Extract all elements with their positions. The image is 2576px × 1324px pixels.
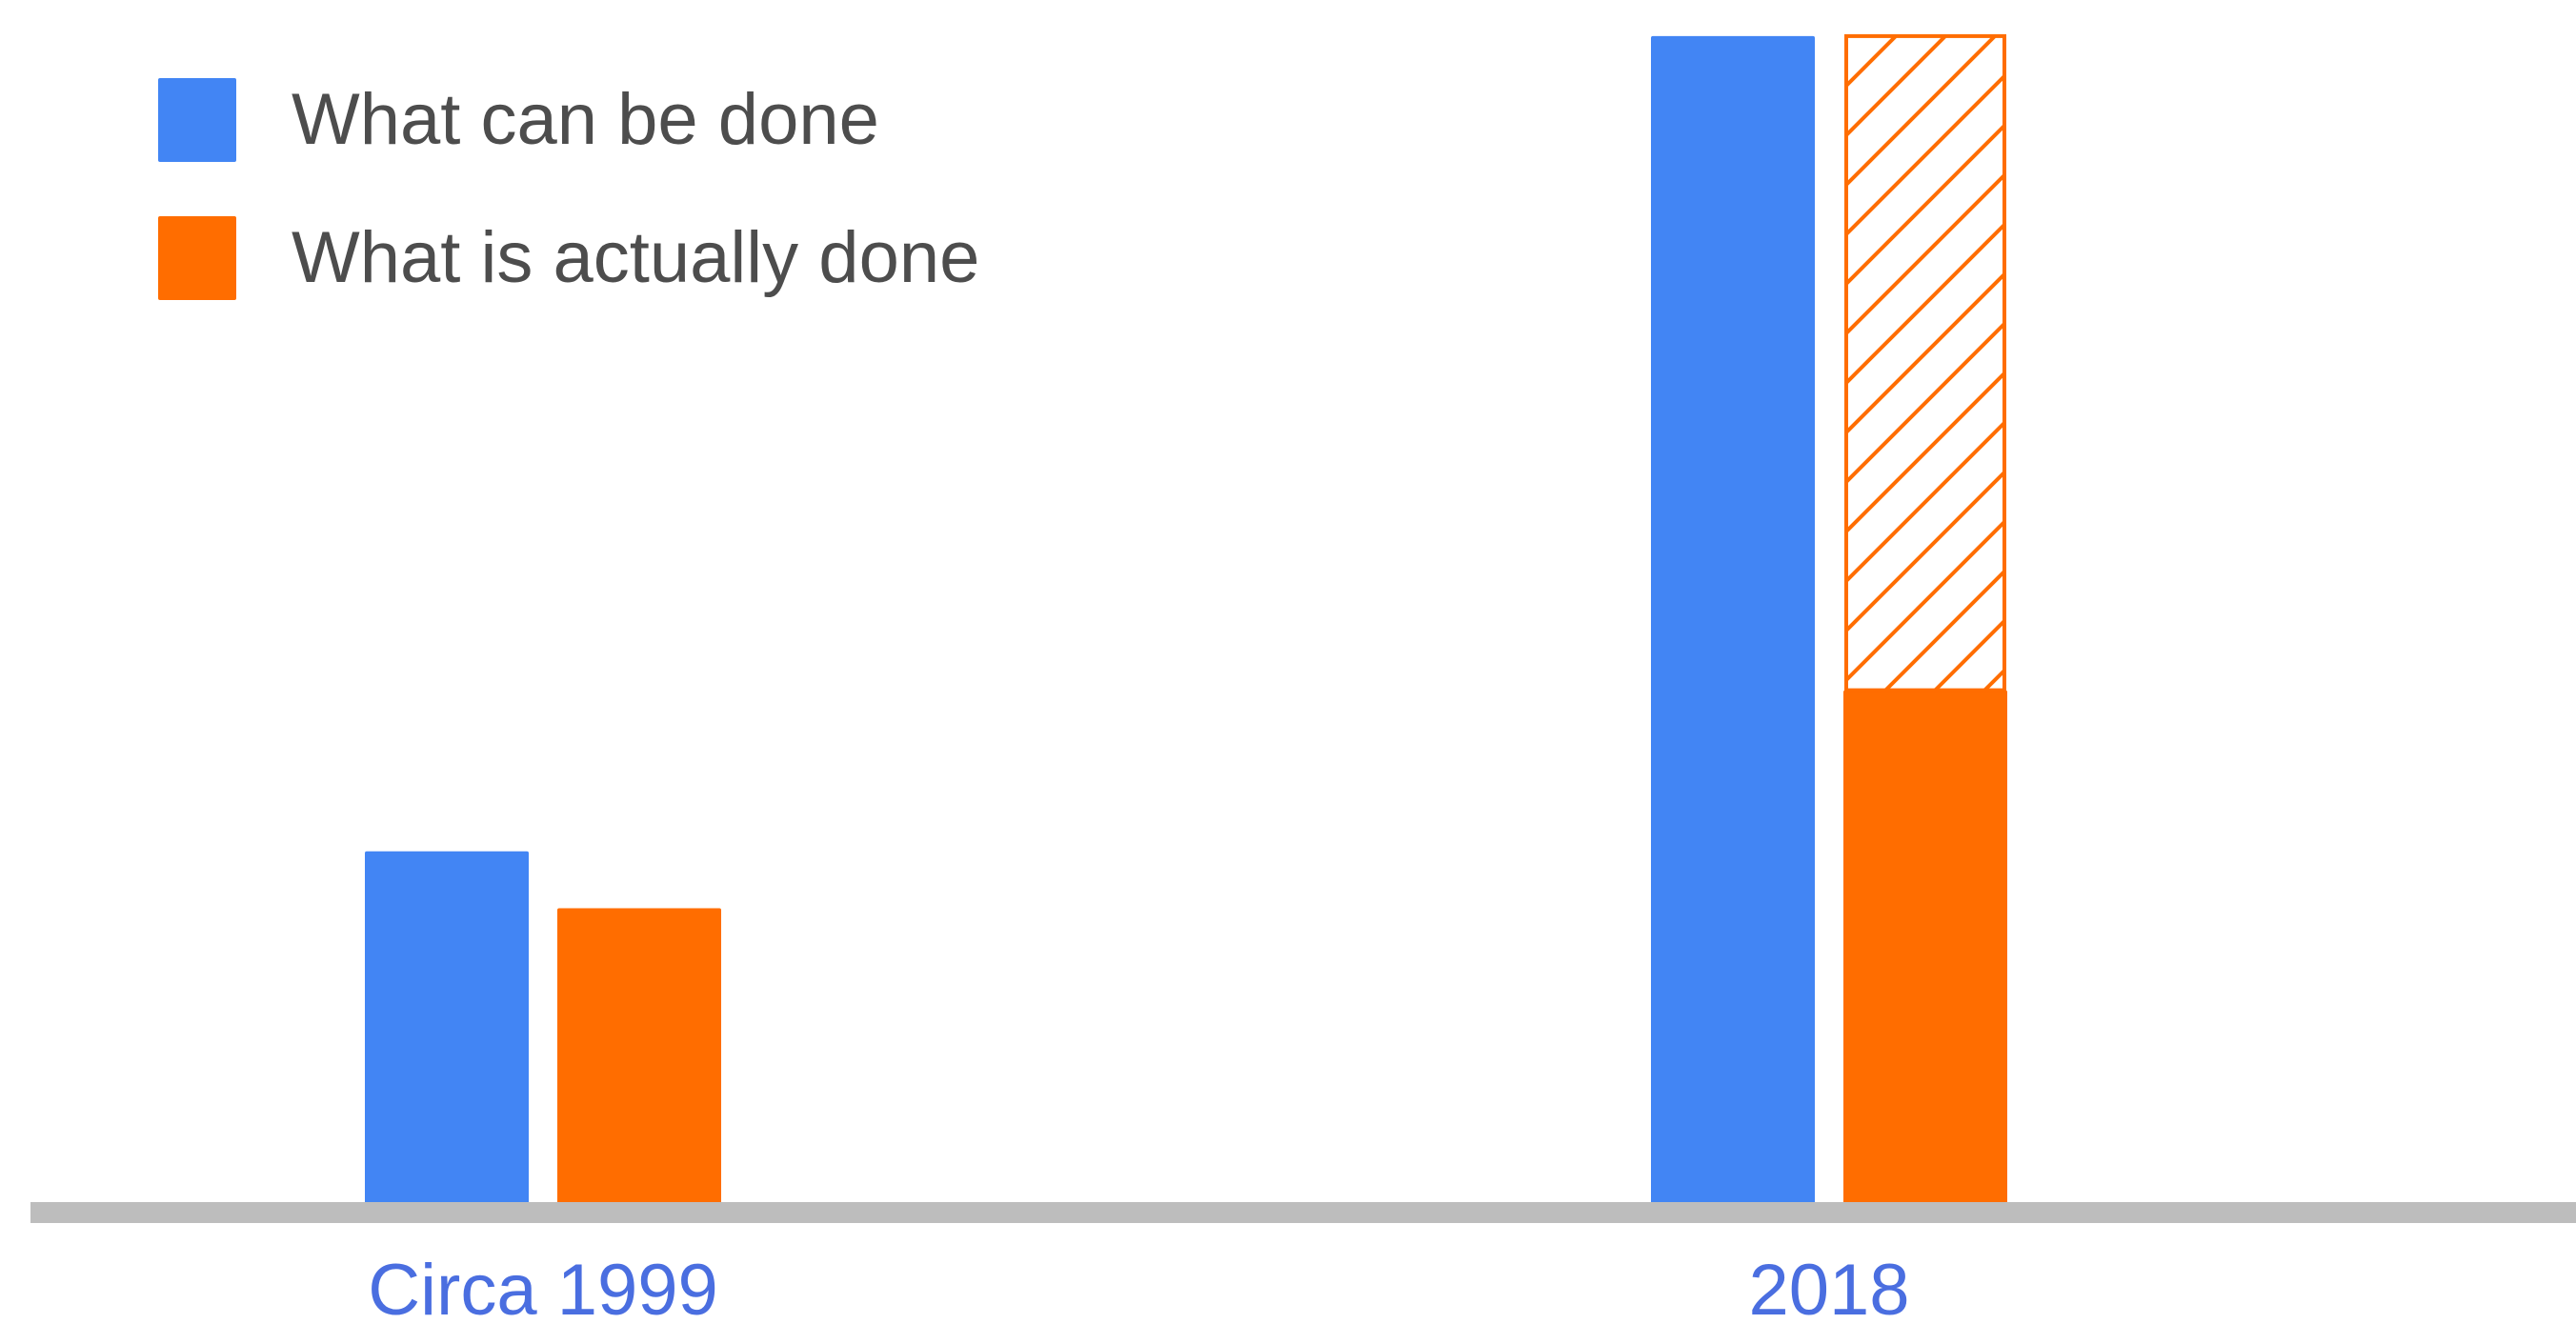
x-axis-baseline xyxy=(30,1202,2576,1223)
hatch-line xyxy=(1846,173,2004,335)
hatch-line xyxy=(1846,35,1849,38)
hatch-line xyxy=(1846,35,1899,88)
hatch-line xyxy=(1846,272,2004,434)
legend-swatch xyxy=(158,216,236,300)
bar-unrealized-gap-outline xyxy=(1844,33,2006,692)
bar-what-can-be-done-2018 xyxy=(1651,35,1815,1212)
hatch-line xyxy=(1846,74,2004,236)
bar-what-is-actually-done-circa-1999 xyxy=(557,908,721,1212)
bars-layer xyxy=(365,33,2007,1212)
hatch-line xyxy=(1846,421,2004,583)
x-tick-label: 2018 xyxy=(1748,1250,1909,1324)
x-tick-label: Circa 1999 xyxy=(368,1250,718,1324)
bar-unrealized-gap-hatching xyxy=(1846,35,2004,691)
hatch-line xyxy=(1846,35,1948,137)
hatch-line xyxy=(1882,570,2004,691)
bar-what-is-actually-done-2018 xyxy=(1843,690,2007,1212)
hatch-line xyxy=(1846,371,2004,533)
bar-what-can-be-done-circa-1999 xyxy=(365,851,529,1212)
legend-swatch xyxy=(158,78,236,162)
labels-layer: Circa 1999 2018 xyxy=(368,1250,1909,1324)
hatch-line xyxy=(1846,322,2004,484)
hatch-line xyxy=(1846,223,2004,385)
hatch-line xyxy=(1932,619,2004,691)
hatch-line xyxy=(1846,471,2004,632)
hatch-line xyxy=(1846,35,1998,187)
legend-label: What is actually done xyxy=(292,217,979,298)
hatch-line xyxy=(1846,124,2004,286)
baseline-layer xyxy=(30,1202,2576,1223)
hatch-line xyxy=(1846,520,2004,682)
legend-label: What can be done xyxy=(292,79,879,160)
legend: What can be done What is actually done xyxy=(158,78,979,300)
